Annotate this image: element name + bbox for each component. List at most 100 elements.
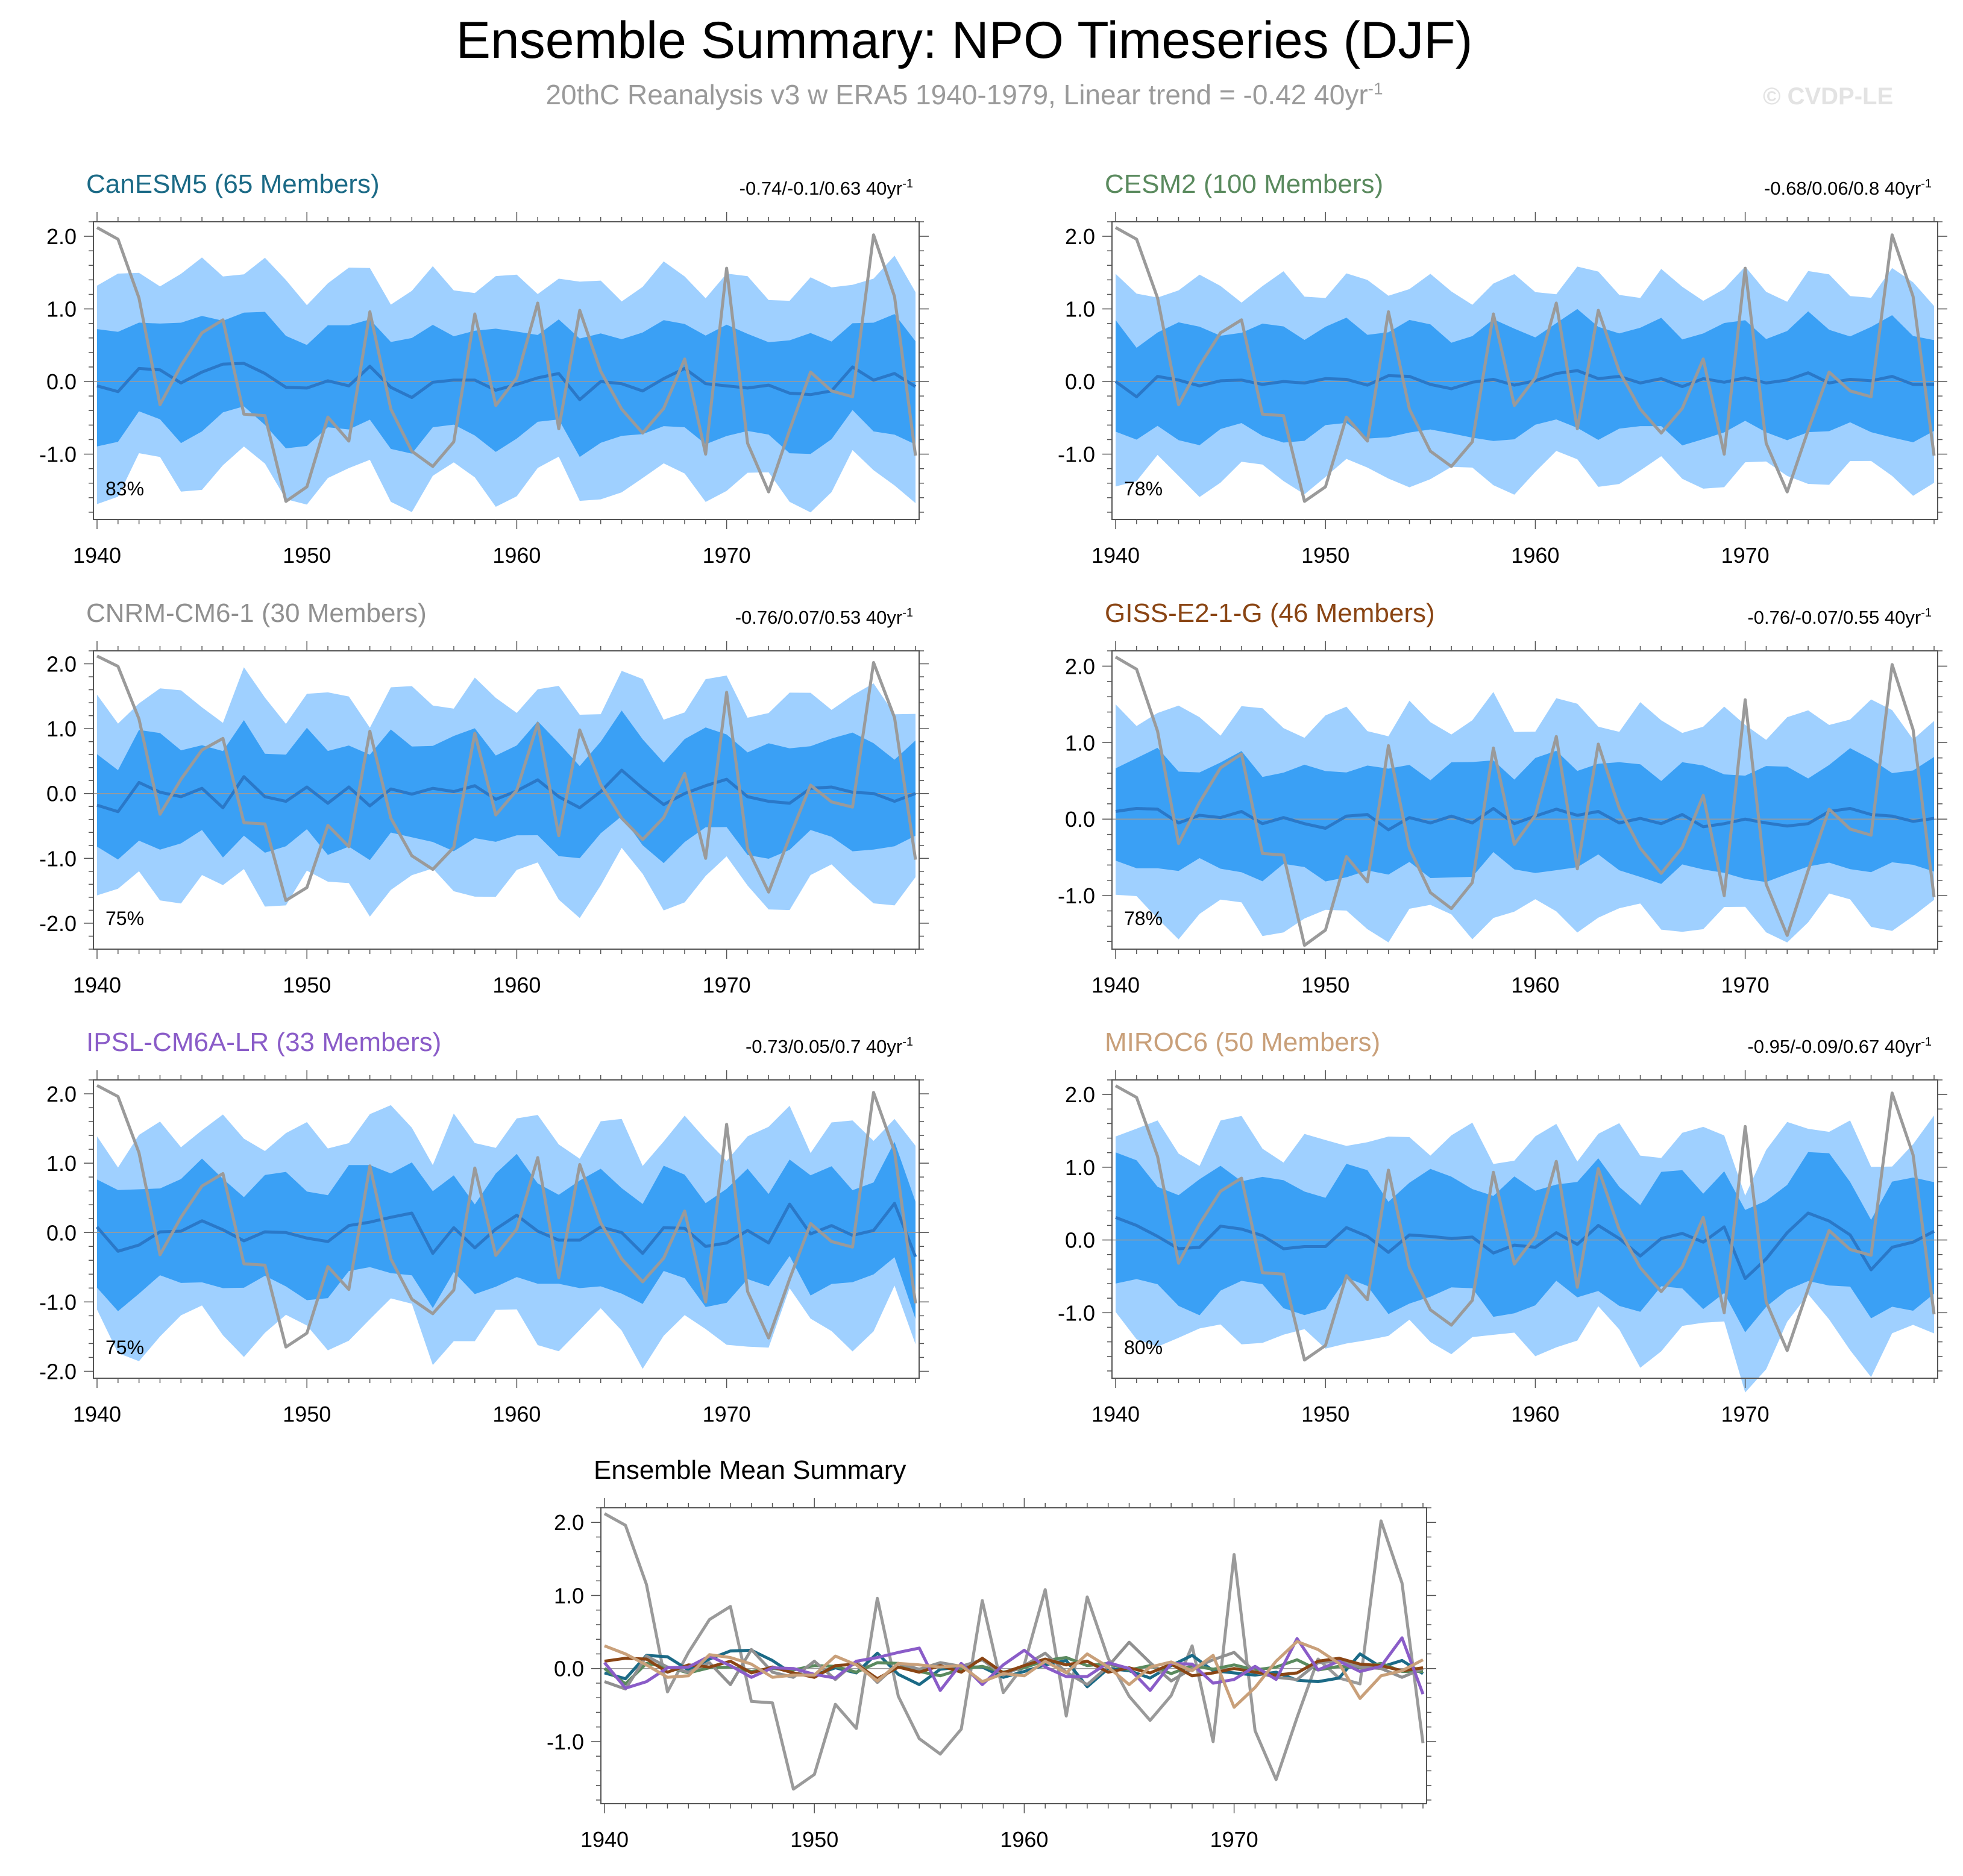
x-tick-label: 1950 bbox=[1301, 973, 1349, 997]
x-tick-label: 1940 bbox=[73, 973, 121, 997]
y-tick-label: 1.0 bbox=[46, 297, 77, 322]
x-tick-label: 1970 bbox=[1210, 1827, 1258, 1852]
ensemble-mean-line bbox=[96, 1202, 917, 1258]
y-tick-label: 2.0 bbox=[1065, 224, 1095, 249]
x-tick-label: 1960 bbox=[492, 973, 541, 997]
panel-title: GISS-E2-1-G (46 Members) bbox=[1105, 598, 1435, 628]
x-tick-label: 1970 bbox=[1721, 543, 1770, 568]
x-tick-label: 1970 bbox=[703, 1402, 751, 1426]
trend-label: -0.95/-0.09/0.67 40yr-1 bbox=[1747, 1035, 1932, 1057]
figure-subtitle: 20thC Reanalysis v3 w ERA5 1940-1979, Li… bbox=[0, 78, 1929, 111]
y-tick-label: 1.0 bbox=[1065, 1155, 1095, 1180]
x-tick-label: 1970 bbox=[703, 543, 751, 568]
y-tick-label: -1.0 bbox=[1058, 442, 1095, 467]
x-tick-label: 1970 bbox=[1721, 973, 1770, 997]
panel-title: IPSL-CM6A-LR (33 Members) bbox=[86, 1027, 441, 1057]
y-tick-label: 1.0 bbox=[1065, 730, 1095, 755]
percent-label: 75% bbox=[105, 908, 144, 929]
x-tick-label: 1950 bbox=[283, 973, 331, 997]
observed-line bbox=[1114, 1084, 1936, 1362]
plot-frame bbox=[1111, 221, 1938, 520]
ensemble-mean-line bbox=[1115, 807, 1935, 832]
x-tick-label: 1950 bbox=[1301, 543, 1349, 568]
y-tick-label: 0.0 bbox=[1065, 807, 1095, 832]
inner-range-band bbox=[1116, 1152, 1934, 1332]
trend-superscript: -1 bbox=[1921, 606, 1932, 620]
trend-value: -0.76/0.07/0.53 40yr bbox=[735, 607, 902, 628]
x-tick-label: 1950 bbox=[283, 543, 331, 568]
percent-label: 83% bbox=[105, 478, 144, 500]
ensemble-mean-line bbox=[96, 768, 916, 814]
trend-superscript: -1 bbox=[1921, 1035, 1932, 1049]
y-tick-label: -2.0 bbox=[39, 911, 77, 936]
figure-title: Ensemble Summary: NPO Timeseries (DJF) bbox=[456, 11, 1473, 69]
x-tick-label: 1940 bbox=[580, 1827, 629, 1852]
trend-superscript: -1 bbox=[902, 177, 913, 190]
x-tick-label: 1940 bbox=[73, 543, 121, 568]
y-tick-label: -2.0 bbox=[39, 1359, 77, 1384]
plot-frame bbox=[600, 1507, 1427, 1804]
y-tick-label: 0.0 bbox=[46, 1220, 77, 1245]
y-tick-label: -1.0 bbox=[1058, 1300, 1095, 1325]
inner-range-band bbox=[97, 1141, 916, 1319]
trend-value: -0.76/-0.07/0.55 40yr bbox=[1747, 607, 1921, 628]
observed-line bbox=[96, 226, 917, 503]
trend-label: -0.73/0.05/0.7 40yr-1 bbox=[746, 1035, 913, 1057]
y-tick-label: 0.0 bbox=[1065, 1228, 1095, 1253]
x-tick-label: 1940 bbox=[73, 1402, 121, 1426]
y-tick-label: -1.0 bbox=[547, 1730, 584, 1754]
trend-value: -0.73/0.05/0.7 40yr bbox=[746, 1036, 902, 1057]
y-tick-label: 2.0 bbox=[1065, 1082, 1095, 1107]
model-mean-line bbox=[604, 1657, 1424, 1681]
observed-line bbox=[603, 1512, 1425, 1791]
x-tick-label: 1960 bbox=[1511, 1402, 1559, 1426]
y-tick-label: -1.0 bbox=[39, 846, 77, 871]
percent-label: 80% bbox=[1124, 1337, 1163, 1358]
y-tick-label: -1.0 bbox=[39, 442, 77, 467]
observed-line bbox=[96, 1084, 917, 1349]
x-tick-label: 1970 bbox=[703, 973, 751, 997]
cvdp-le-watermark: © CVDP-LE bbox=[1763, 83, 1894, 110]
x-tick-label: 1940 bbox=[1091, 543, 1140, 568]
x-tick-label: 1960 bbox=[1511, 543, 1559, 568]
percent-label: 78% bbox=[1124, 478, 1163, 500]
y-tick-label: 2.0 bbox=[1065, 654, 1095, 679]
subtitle-text: 20thC Reanalysis v3 w ERA5 1940-1979, Li… bbox=[545, 79, 1368, 110]
percent-label: 78% bbox=[1124, 908, 1163, 929]
percent-label: 75% bbox=[105, 1337, 144, 1358]
panel-title: Ensemble Mean Summary bbox=[594, 1455, 906, 1485]
panel-4: 2.0 1.0 0.0 -1.0 1940 1950 1960 1970 GISS-E2-1-G… bbox=[1058, 598, 1947, 997]
y-tick-label: 0.0 bbox=[46, 369, 77, 394]
observed-line bbox=[96, 654, 917, 902]
trend-value: -0.74/-0.1/0.63 40yr bbox=[740, 178, 903, 199]
panel-3: 2.0 1.0 0.0 -1.0 -2.0 1940 1950 1960 1970 CNRM-CM… bbox=[39, 598, 929, 997]
plot-frame bbox=[1111, 1079, 1938, 1379]
trend-superscript: -1 bbox=[1921, 177, 1932, 190]
subtitle-superscript: -1 bbox=[1368, 79, 1383, 98]
x-tick-label: 1960 bbox=[1511, 973, 1559, 997]
y-tick-label: 0.0 bbox=[1065, 369, 1095, 394]
x-tick-label: 1960 bbox=[1000, 1827, 1048, 1852]
panel-6: 2.0 1.0 0.0 -1.0 1940 1950 1960 1970 MIROC6 (50 … bbox=[1058, 1027, 1947, 1426]
x-tick-label: 1960 bbox=[492, 1402, 541, 1426]
trend-superscript: -1 bbox=[902, 606, 913, 620]
trend-label: -0.76/0.07/0.53 40yr-1 bbox=[735, 606, 913, 628]
x-tick-label: 1960 bbox=[492, 543, 541, 568]
trend-value: -0.95/-0.09/0.67 40yr bbox=[1747, 1036, 1921, 1057]
panel-7: 2.0 1.0 0.0 -1.0 1940 1950 1960 1970 Ensemble Me… bbox=[547, 1455, 1436, 1852]
x-tick-label: 1950 bbox=[1301, 1402, 1349, 1426]
plot-frame bbox=[93, 650, 920, 950]
trend-label: -0.76/-0.07/0.55 40yr-1 bbox=[1747, 606, 1932, 628]
trend-value: -0.68/0.06/0.8 40yr bbox=[1764, 178, 1921, 199]
panel-title: CanESM5 (65 Members) bbox=[86, 169, 380, 199]
y-tick-label: 1.0 bbox=[1065, 297, 1095, 322]
x-tick-label: 1940 bbox=[1091, 1402, 1140, 1426]
panel-5: 2.0 1.0 0.0 -1.0 -2.0 1940 1950 1960 1970 IPSL-CM… bbox=[39, 1027, 929, 1426]
x-tick-label: 1950 bbox=[283, 1402, 331, 1426]
observed-line bbox=[1114, 656, 1936, 947]
y-tick-label: -1.0 bbox=[1058, 883, 1095, 908]
plot-frame bbox=[93, 221, 920, 520]
panel-title: CESM2 (100 Members) bbox=[1105, 169, 1383, 199]
plot-frame bbox=[93, 1079, 920, 1379]
